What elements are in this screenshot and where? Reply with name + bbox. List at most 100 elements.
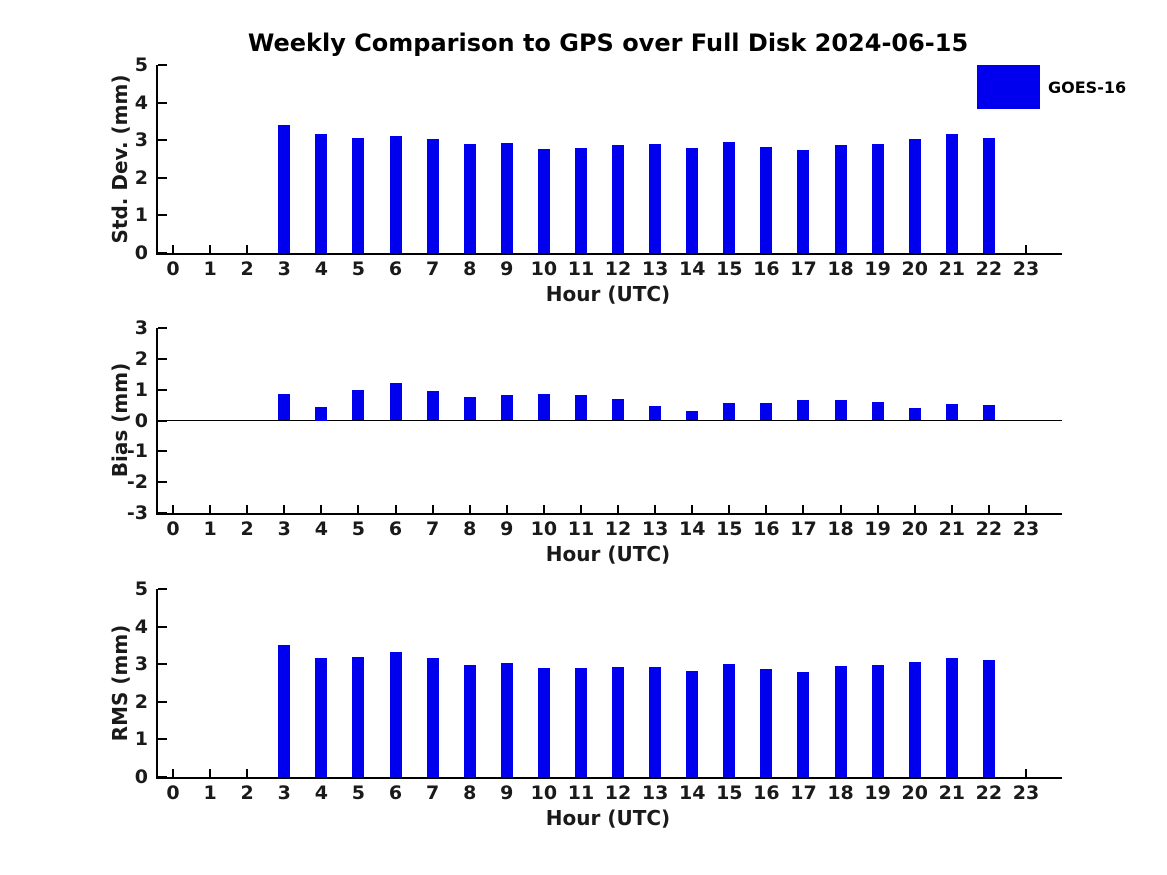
legend-swatch-goes16 bbox=[977, 65, 1040, 109]
legend: GOES-16 bbox=[977, 65, 1126, 109]
x-tick-label: 7 bbox=[425, 782, 440, 804]
x-tick-label: 15 bbox=[716, 258, 743, 280]
x-tick-label: 12 bbox=[604, 518, 632, 540]
x-tick-label: 3 bbox=[277, 258, 291, 280]
plot-area-bias: 3 2 1 0 -1 -2 -3 0 1 2 3 4 5 6 7 8 9 10 11 12 13 14 15 16 17 18 19… bbox=[127, 318, 1062, 539]
bar-hour-22 bbox=[982, 138, 995, 253]
x-tick-label: 21 bbox=[938, 782, 966, 804]
x-tick-label: 22 bbox=[975, 518, 1003, 540]
y-tick-label: 4 bbox=[134, 91, 148, 114]
x-tick-label: 16 bbox=[753, 518, 780, 540]
bar-hour-10 bbox=[537, 393, 550, 421]
y-tick-label: 2 bbox=[134, 347, 148, 370]
x-tick-label: 3 bbox=[277, 518, 291, 540]
x-tick bbox=[172, 769, 174, 777]
x-tick bbox=[1025, 245, 1027, 253]
chart-title: Weekly Comparison to GPS over Full Disk … bbox=[247, 29, 969, 57]
bar-hour-6 bbox=[389, 135, 402, 253]
x-tick bbox=[950, 505, 953, 513]
x-tick bbox=[617, 505, 620, 513]
bar-hour-16 bbox=[760, 402, 773, 421]
y-tick-label: -2 bbox=[126, 471, 148, 494]
x-tick-label: 18 bbox=[827, 518, 854, 540]
x-tick-label: 2 bbox=[240, 258, 254, 280]
x-tick-label: 11 bbox=[567, 782, 595, 804]
bar-hour-14 bbox=[686, 671, 699, 777]
x-tick-label: 21 bbox=[938, 518, 966, 540]
x-tick-label: 1 bbox=[203, 782, 217, 804]
x-tick-label: 22 bbox=[975, 258, 1003, 280]
x-tick-label: 19 bbox=[864, 782, 891, 804]
x-tick-label: 0 bbox=[166, 258, 180, 280]
y-tick bbox=[158, 327, 167, 329]
bar-hour-12 bbox=[612, 145, 625, 253]
bar-hour-9 bbox=[500, 143, 513, 253]
y-tick-label: 0 bbox=[134, 409, 148, 432]
x-tick-label: 3 bbox=[277, 782, 291, 804]
y-tick-label: 0 bbox=[134, 766, 148, 788]
bar-hour-21 bbox=[945, 657, 958, 777]
x-tick-label: 17 bbox=[790, 258, 817, 280]
bar-hour-4 bbox=[315, 657, 328, 777]
plot-area-rms: 0 1 2 3 4 5 0 1 2 3 4 5 6 7 8 9 10 11 12 13 14 15 16 17 18 19 20 21… bbox=[135, 579, 1062, 803]
y-tick-label: 3 bbox=[134, 317, 148, 339]
bar-hour-20 bbox=[908, 407, 921, 421]
x-tick-label: 20 bbox=[901, 782, 928, 804]
y-tick bbox=[158, 64, 167, 66]
x-tick-label: 17 bbox=[790, 782, 817, 804]
bar-hour-14 bbox=[686, 148, 699, 253]
x-tick bbox=[802, 505, 805, 513]
x-axis-label-rms: Hour (UTC) bbox=[545, 806, 671, 830]
x-tick bbox=[1025, 505, 1027, 513]
bar-hour-8 bbox=[463, 664, 476, 777]
x-tick-label: 19 bbox=[864, 518, 891, 540]
bar-hour-8 bbox=[463, 396, 476, 421]
y-tick-label: -3 bbox=[126, 502, 148, 524]
x-tick-label: 14 bbox=[678, 258, 706, 280]
x-tick bbox=[765, 505, 768, 513]
y-tick-label: 3 bbox=[134, 653, 148, 676]
y-tick bbox=[158, 139, 167, 142]
x-tick-label: 16 bbox=[753, 782, 780, 804]
y-tick bbox=[158, 625, 167, 628]
y-tick-label: 3 bbox=[134, 129, 148, 152]
x-axis-label-stddev: Hour (UTC) bbox=[545, 282, 671, 306]
x-tick-label: 8 bbox=[463, 258, 477, 280]
x-tick-label: 13 bbox=[641, 782, 669, 804]
x-tick-label: 11 bbox=[567, 518, 595, 540]
y-tick-label: 5 bbox=[134, 54, 148, 76]
y-tick-label: 5 bbox=[134, 578, 148, 600]
y-tick bbox=[158, 214, 167, 217]
bar-hour-5 bbox=[352, 390, 365, 421]
zero-line bbox=[158, 420, 1062, 421]
bar-hour-4 bbox=[315, 406, 328, 421]
x-tick-label: 8 bbox=[463, 518, 477, 540]
x-tick bbox=[431, 505, 434, 513]
x-tick-label: 9 bbox=[500, 258, 514, 280]
x-tick bbox=[468, 505, 471, 513]
x-tick bbox=[691, 505, 694, 513]
x-tick bbox=[357, 505, 360, 513]
x-tick bbox=[728, 505, 731, 513]
y-tick-label: 0 bbox=[134, 242, 148, 264]
y-axis-label-rms: RMS (mm) bbox=[108, 624, 132, 742]
bar-hour-14 bbox=[686, 410, 699, 421]
bar-hour-22 bbox=[982, 660, 995, 777]
x-tick bbox=[913, 505, 916, 513]
x-tick-label: 2 bbox=[240, 782, 254, 804]
x-tick-label: 5 bbox=[351, 782, 366, 804]
bar-hour-19 bbox=[871, 665, 884, 777]
y-tick-label: 1 bbox=[134, 378, 148, 401]
x-tick bbox=[209, 769, 212, 777]
x-tick-label: 11 bbox=[567, 258, 595, 280]
x-tick-label: 12 bbox=[604, 258, 632, 280]
bar-hour-18 bbox=[834, 145, 847, 253]
x-tick-label: 9 bbox=[500, 518, 514, 540]
x-tick-label: 18 bbox=[827, 258, 854, 280]
bar-hour-18 bbox=[834, 666, 847, 777]
y-tick-label: 2 bbox=[134, 690, 148, 713]
bar-hour-12 bbox=[612, 666, 625, 777]
x-tick-label: 21 bbox=[938, 258, 966, 280]
x-tick bbox=[394, 505, 397, 513]
